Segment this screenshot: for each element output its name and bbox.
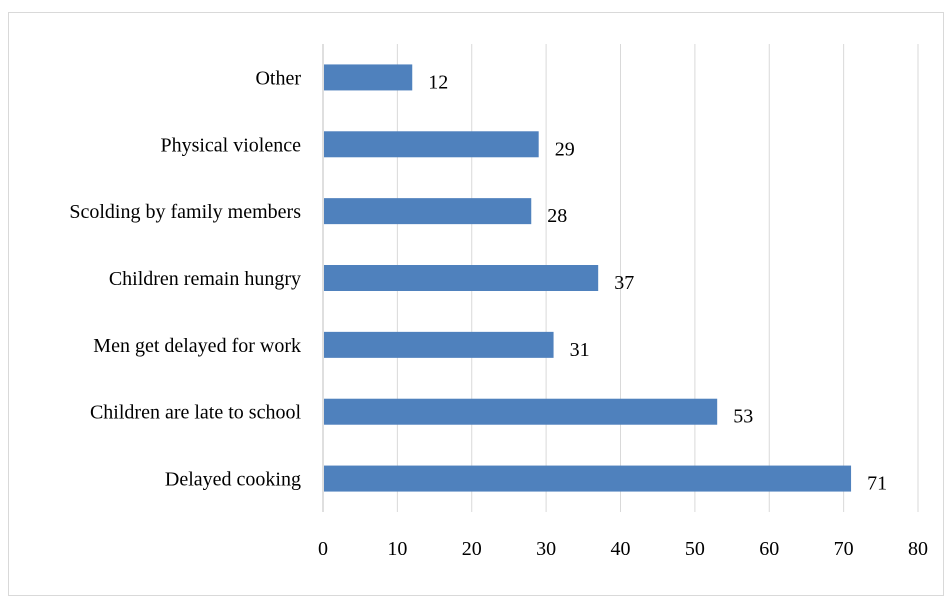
category-labels: Other Physical violence Scolding by family…: [69, 67, 301, 490]
bar: [324, 64, 413, 91]
data-label: 37: [614, 272, 634, 294]
bars: [324, 64, 852, 492]
value-labels: 12 29 28 37 31 53 71: [428, 71, 887, 494]
x-tick-label: 20: [462, 538, 482, 560]
x-tick-label: 80: [908, 538, 928, 560]
x-tick-label: 70: [834, 538, 854, 560]
category-label: Men get delayed for work: [93, 335, 301, 357]
bar: [324, 331, 554, 358]
bar: [324, 198, 532, 225]
category-label: Scolding by family members: [69, 201, 301, 223]
category-label: Children remain hungry: [109, 268, 301, 290]
category-label: Other: [255, 67, 301, 89]
category-label: Physical violence: [160, 134, 301, 156]
category-label: Delayed cooking: [165, 469, 301, 491]
bar: [324, 131, 539, 158]
x-tick-label: 30: [536, 538, 556, 560]
gridlines: [322, 44, 919, 512]
x-tick-label: 10: [387, 538, 407, 560]
data-label: 29: [555, 138, 575, 160]
data-label: 31: [570, 339, 590, 361]
category-label: Children are late to school: [90, 402, 301, 424]
data-label: 12: [428, 71, 448, 93]
data-label: 53: [733, 406, 753, 428]
bar: [324, 265, 599, 291]
data-label: 71: [867, 473, 887, 495]
chart-frame: [8, 12, 944, 596]
data-label: 28: [547, 205, 567, 227]
x-tick-label: 0: [318, 538, 328, 560]
x-axis-tick-labels: 0 10 20 30 40 50 60 70 80: [318, 538, 928, 560]
bar: [324, 465, 852, 492]
bar: [324, 398, 718, 425]
x-tick-label: 60: [759, 538, 779, 560]
x-tick-label: 50: [685, 538, 705, 560]
x-tick-label: 40: [611, 538, 631, 560]
